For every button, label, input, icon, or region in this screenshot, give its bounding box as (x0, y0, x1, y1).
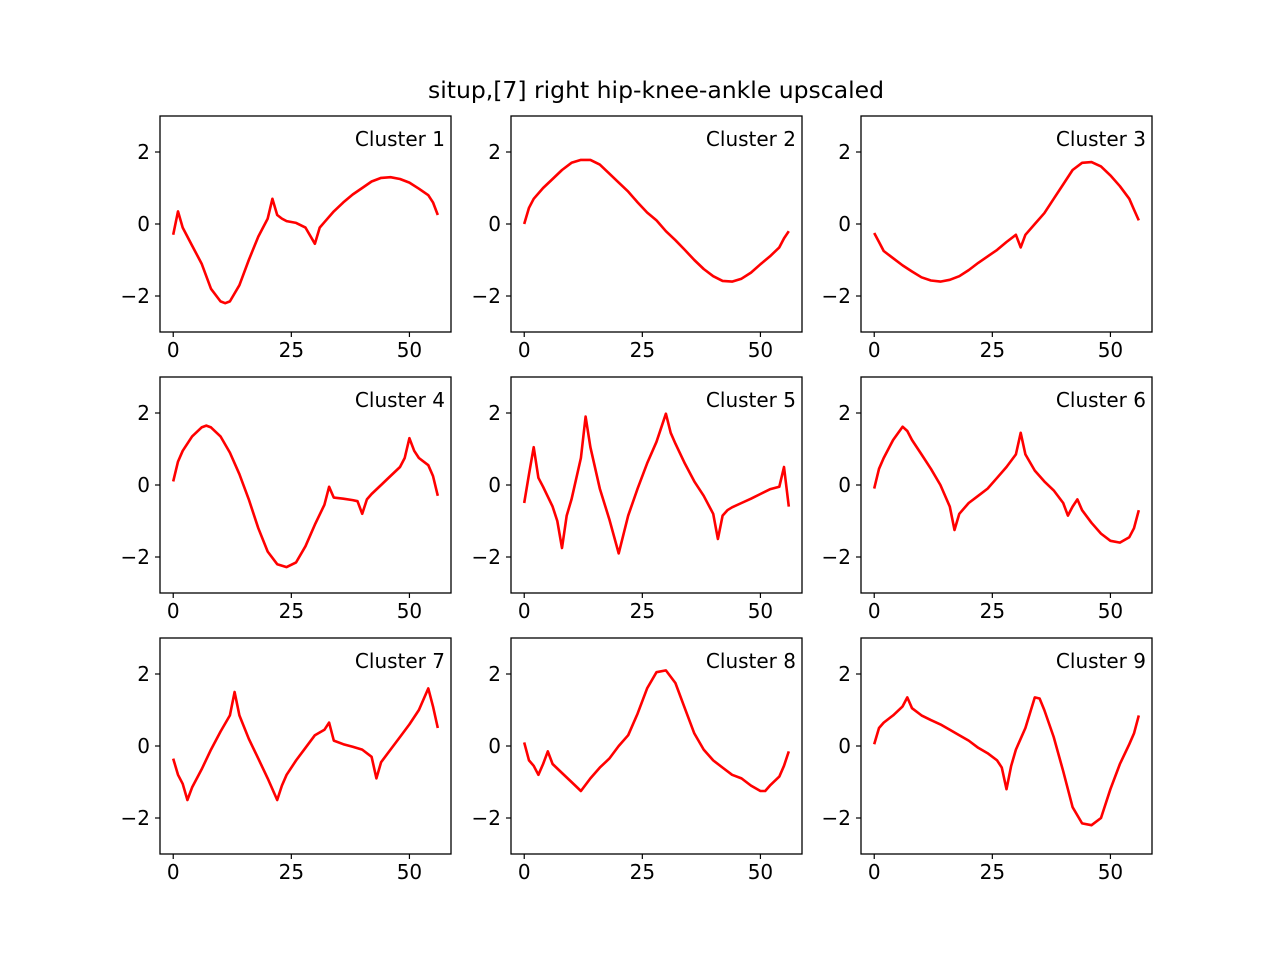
cluster-label: Cluster 6 (1056, 388, 1146, 412)
series-line (171, 175, 440, 305)
y-tick-label: 0 (838, 212, 851, 236)
cluster-label: Cluster 1 (355, 127, 445, 151)
subplot-9: 0 25 50 2 0 −2 Cluster 9 (822, 637, 1153, 884)
x-tick-label: 50 (748, 860, 773, 884)
x-tick-label: 0 (167, 860, 180, 884)
x-tick-label: 50 (748, 338, 773, 362)
x-tick-label: 25 (279, 599, 304, 623)
y-tick-label: 2 (488, 662, 501, 686)
subplot-1: 0 25 50 2 0 −2 Cluster 1 (121, 115, 452, 362)
x-tick-label: 50 (748, 599, 773, 623)
y-tick-label: 2 (838, 401, 851, 425)
x-tick-label: 0 (518, 860, 531, 884)
y-tick-label: −2 (121, 284, 150, 308)
y-tick-label: 0 (838, 473, 851, 497)
y-tick-label: 2 (137, 401, 150, 425)
y-tick-label: 2 (488, 140, 501, 164)
y-tick-label: −2 (472, 545, 501, 569)
x-tick-label: 0 (868, 338, 881, 362)
y-tick-label: −2 (822, 545, 851, 569)
x-tick-label: 0 (167, 599, 180, 623)
x-tick-label: 0 (518, 338, 531, 362)
cluster-label: Cluster 8 (706, 649, 796, 673)
x-tick-label: 25 (980, 860, 1005, 884)
y-tick-label: 0 (838, 734, 851, 758)
series-line (522, 669, 791, 793)
x-tick-label: 50 (397, 860, 422, 884)
cluster-label: Cluster 4 (355, 388, 445, 412)
series-line (872, 425, 1141, 544)
cluster-label: Cluster 5 (706, 388, 796, 412)
x-tick-label: 50 (397, 338, 422, 362)
x-tick-label: 0 (167, 338, 180, 362)
subplot-7: 0 25 50 2 0 −2 Cluster 7 (121, 637, 452, 884)
y-tick-label: 0 (137, 212, 150, 236)
subplot-5: 0 25 50 2 0 −2 Cluster 5 (472, 376, 803, 623)
y-tick-label: 0 (488, 734, 501, 758)
x-tick-label: 0 (868, 860, 881, 884)
x-tick-label: 25 (630, 599, 655, 623)
series-line (522, 412, 791, 555)
y-tick-label: −2 (121, 806, 150, 830)
subplot-2: 0 25 50 2 0 −2 Cluster 2 (472, 115, 803, 362)
cluster-label: Cluster 2 (706, 127, 796, 151)
subplot-6: 0 25 50 2 0 −2 Cluster 6 (822, 376, 1153, 623)
cluster-label: Cluster 3 (1056, 127, 1146, 151)
y-tick-label: 2 (838, 662, 851, 686)
y-tick-label: 2 (488, 401, 501, 425)
x-tick-label: 50 (1098, 860, 1123, 884)
y-tick-label: 0 (488, 473, 501, 497)
x-tick-label: 25 (279, 860, 304, 884)
y-tick-label: −2 (121, 545, 150, 569)
y-tick-label: −2 (472, 806, 501, 830)
x-tick-label: 25 (980, 338, 1005, 362)
y-tick-label: 0 (137, 473, 150, 497)
series-line (872, 696, 1141, 827)
figure-title: situp,[7] right hip-knee-ankle upscaled (428, 76, 884, 104)
cluster-label: Cluster 9 (1056, 649, 1146, 673)
subplot-3: 0 25 50 2 0 −2 Cluster 3 (822, 115, 1153, 362)
y-tick-label: 2 (838, 140, 851, 164)
y-tick-label: −2 (822, 284, 851, 308)
x-tick-label: 50 (1098, 338, 1123, 362)
series-line (171, 424, 440, 569)
x-tick-label: 25 (630, 860, 655, 884)
y-tick-label: 2 (137, 662, 150, 686)
x-tick-label: 25 (980, 599, 1005, 623)
x-tick-label: 0 (868, 599, 881, 623)
series-line (171, 687, 440, 802)
y-tick-label: 0 (137, 734, 150, 758)
x-tick-label: 50 (397, 599, 422, 623)
y-tick-label: −2 (822, 806, 851, 830)
y-tick-label: 2 (137, 140, 150, 164)
subplot-4: 0 25 50 2 0 −2 Cluster 4 (121, 376, 452, 623)
x-tick-label: 25 (630, 338, 655, 362)
x-tick-label: 25 (279, 338, 304, 362)
series-line (522, 158, 790, 283)
y-tick-label: 0 (488, 212, 501, 236)
series-line (873, 160, 1140, 283)
x-tick-label: 50 (1098, 599, 1123, 623)
subplot-8: 0 25 50 2 0 −2 Cluster 8 (472, 637, 803, 884)
y-tick-label: −2 (472, 284, 501, 308)
subplot-grid: 0 25 50 2 0 −2 Cluster 1 0 25 50 2 0 −2 Cluster 2 0 25 5… (121, 115, 1153, 884)
cluster-label: Cluster 7 (355, 649, 445, 673)
x-tick-label: 0 (518, 599, 531, 623)
